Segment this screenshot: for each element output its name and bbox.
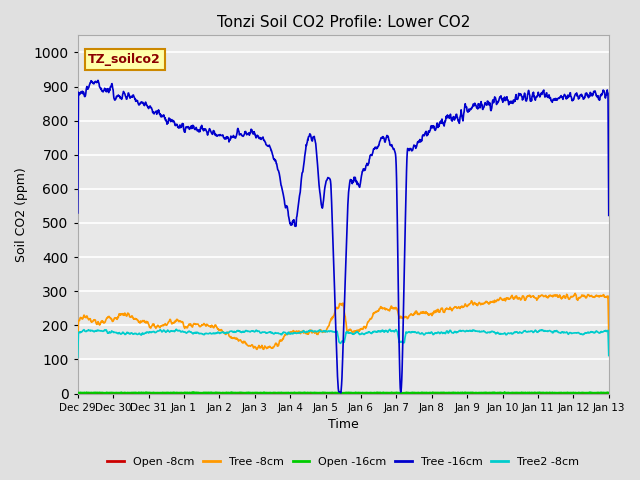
Y-axis label: Soil CO2 (ppm): Soil CO2 (ppm): [15, 167, 28, 262]
Text: TZ_soilco2: TZ_soilco2: [88, 53, 161, 66]
Title: Tonzi Soil CO2 Profile: Lower CO2: Tonzi Soil CO2 Profile: Lower CO2: [216, 15, 470, 30]
Legend: Open -8cm, Tree -8cm, Open -16cm, Tree -16cm, Tree2 -8cm: Open -8cm, Tree -8cm, Open -16cm, Tree -…: [103, 453, 584, 472]
X-axis label: Time: Time: [328, 418, 358, 431]
